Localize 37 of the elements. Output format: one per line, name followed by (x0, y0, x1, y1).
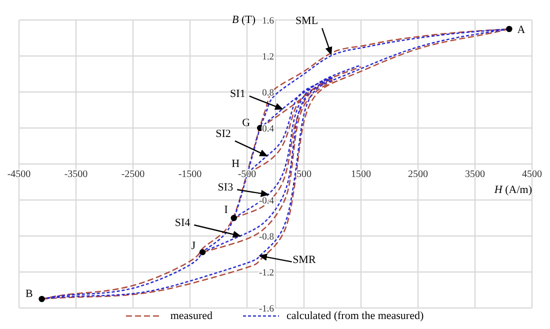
point (199, 249, 206, 256)
x-tick-label: -3500 (64, 169, 88, 180)
x-tick-label: 2500 (408, 169, 428, 180)
annotation: SML (295, 15, 318, 28)
x-tick-label: 4500 (522, 169, 542, 180)
y-tick-label: 0.4 (262, 124, 274, 134)
y-tick-label: -0.8 (258, 232, 274, 242)
annotation: J (191, 240, 196, 252)
annotation: H (232, 158, 240, 170)
annotation: SI3 (218, 182, 234, 194)
y-tick-label: 0.8 (262, 88, 274, 98)
y-axis-title: B (T) (232, 14, 256, 26)
legend-label: measured (170, 310, 213, 322)
annotation: I (224, 204, 228, 216)
x-tick-label: -2500 (121, 169, 145, 180)
annotation: SI1 (230, 88, 246, 100)
legend-label: calculated (from the measured) (286, 310, 424, 322)
point (506, 26, 512, 32)
y-tick-label: 1.6 (262, 16, 274, 26)
x-tick-label: 1500 (351, 169, 371, 180)
y-tick-label: -0.4 (258, 196, 274, 206)
annotation: B (25, 288, 33, 300)
annotation: SMR (292, 254, 316, 266)
y-tick-label: -1.6 (258, 304, 274, 314)
y-tick-label: -1.2 (258, 268, 274, 278)
x-tick-label: 3500 (465, 169, 485, 180)
annotation: G (242, 117, 250, 129)
x-tick-label: -4500 (7, 169, 31, 180)
x-tick-label: 500 (296, 169, 312, 180)
x-tick-label: -1500 (178, 169, 202, 180)
annotation: SI2 (216, 128, 231, 140)
x-axis-title: H (A/m) (493, 184, 532, 196)
annotation: A (517, 24, 526, 36)
annotation: SI4 (174, 217, 191, 229)
point (38, 296, 45, 302)
y-tick-label: 1.2 (262, 52, 274, 62)
point (230, 214, 237, 222)
